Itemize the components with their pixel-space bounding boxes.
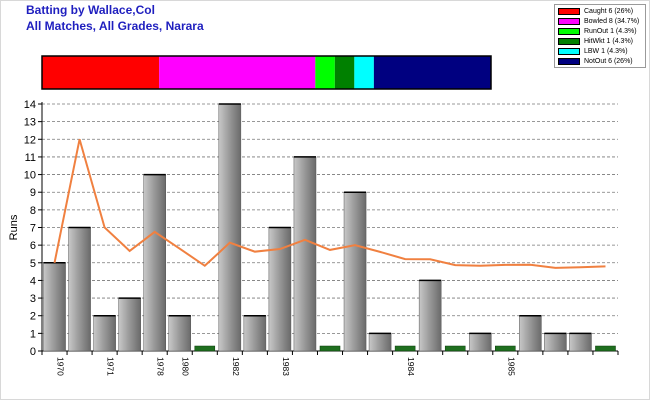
y-tick-label: 3 <box>30 293 36 305</box>
average-line <box>53 139 606 269</box>
bar <box>544 333 567 352</box>
x-tick-label: 1982 <box>231 357 241 376</box>
y-tick-label: 1 <box>30 328 36 340</box>
legend-swatch <box>558 8 580 15</box>
legend-label: HitWkt 1 (4.3%) <box>584 38 634 45</box>
legend-label: Caught 6 (26%) <box>584 8 634 15</box>
strip-segment-hitwkt <box>334 56 355 89</box>
y-tick-label: 10 <box>24 170 36 182</box>
not-out-marker <box>394 345 416 352</box>
bar <box>368 333 392 352</box>
not-out-marker <box>319 345 341 352</box>
bar <box>468 333 492 352</box>
strip-segment-bowled <box>159 56 316 89</box>
legend-swatch <box>558 58 580 65</box>
legend-item: HitWkt 1 (4.3%) <box>558 37 633 46</box>
bar <box>143 174 166 352</box>
x-tick-label: 1971 <box>106 357 116 376</box>
y-tick-label: 8 <box>30 205 36 217</box>
y-tick-label: 9 <box>30 187 36 199</box>
y-tick-label: 0 <box>30 346 36 358</box>
not-out-marker <box>444 345 466 352</box>
bar <box>218 103 242 352</box>
strip-segment-lbw <box>354 56 374 89</box>
x-tick-label: 1978 <box>156 357 166 376</box>
bar <box>569 333 592 352</box>
bar <box>519 315 542 352</box>
legend-swatch <box>558 48 580 55</box>
y-tick-label: 7 <box>30 223 36 235</box>
legend-label: LBW 1 (4.3%) <box>584 48 628 55</box>
legend-item: Caught 6 (26%) <box>558 7 633 16</box>
bar <box>293 156 317 352</box>
x-tick-label: 1985 <box>506 357 516 376</box>
legend-swatch <box>558 38 580 45</box>
legend-item: NotOut 6 (26%) <box>558 57 633 66</box>
bar <box>43 262 66 352</box>
y-tick-label: 12 <box>24 134 36 146</box>
x-tick-label: 1970 <box>56 357 66 376</box>
x-tick-label: 1983 <box>281 357 291 376</box>
chart-title: Batting by Wallace,Col <box>26 3 155 17</box>
y-tick-label: 6 <box>30 240 36 252</box>
y-tick-label: 14 <box>24 99 36 111</box>
y-tick-label: 4 <box>30 275 36 287</box>
legend-label: RunOut 1 (4.3%) <box>584 28 637 35</box>
strip-segment-caught <box>42 56 160 89</box>
bar <box>418 280 442 352</box>
x-tick-label: 1980 <box>181 357 191 376</box>
strip-segment-runout <box>315 56 335 89</box>
chart-subtitle: All Matches, All Grades, Narara <box>26 19 204 33</box>
y-tick-label: 13 <box>24 117 36 129</box>
legend-item: LBW 1 (4.3%) <box>558 47 628 56</box>
legend-swatch <box>558 18 580 25</box>
strip-segment-notout <box>373 56 491 89</box>
not-out-marker <box>595 345 616 352</box>
legend-item: RunOut 1 (4.3%) <box>558 27 637 36</box>
y-tick-label: 5 <box>30 258 36 270</box>
legend: Caught 6 (26%) Bowled 8 (34.7%) RunOut 1 (… <box>554 4 646 68</box>
not-out-marker <box>194 345 216 352</box>
x-tick-label: 1984 <box>406 357 416 376</box>
legend-label: Bowled 8 (34.7%) <box>584 18 640 25</box>
bar <box>68 227 91 352</box>
legend-swatch <box>558 28 580 35</box>
legend-label: NotOut 6 (26%) <box>584 58 633 65</box>
bar <box>118 297 141 352</box>
bar <box>168 315 192 352</box>
legend-item: Bowled 8 (34.7%) <box>558 17 639 26</box>
bar <box>243 315 267 352</box>
bar <box>93 315 116 352</box>
strip-border <box>41 55 492 90</box>
y-axis-label: Runs <box>8 214 20 240</box>
y-tick-label: 11 <box>25 152 36 164</box>
not-out-marker <box>495 345 516 352</box>
y-tick-label: 2 <box>30 311 36 323</box>
bar <box>343 191 367 352</box>
